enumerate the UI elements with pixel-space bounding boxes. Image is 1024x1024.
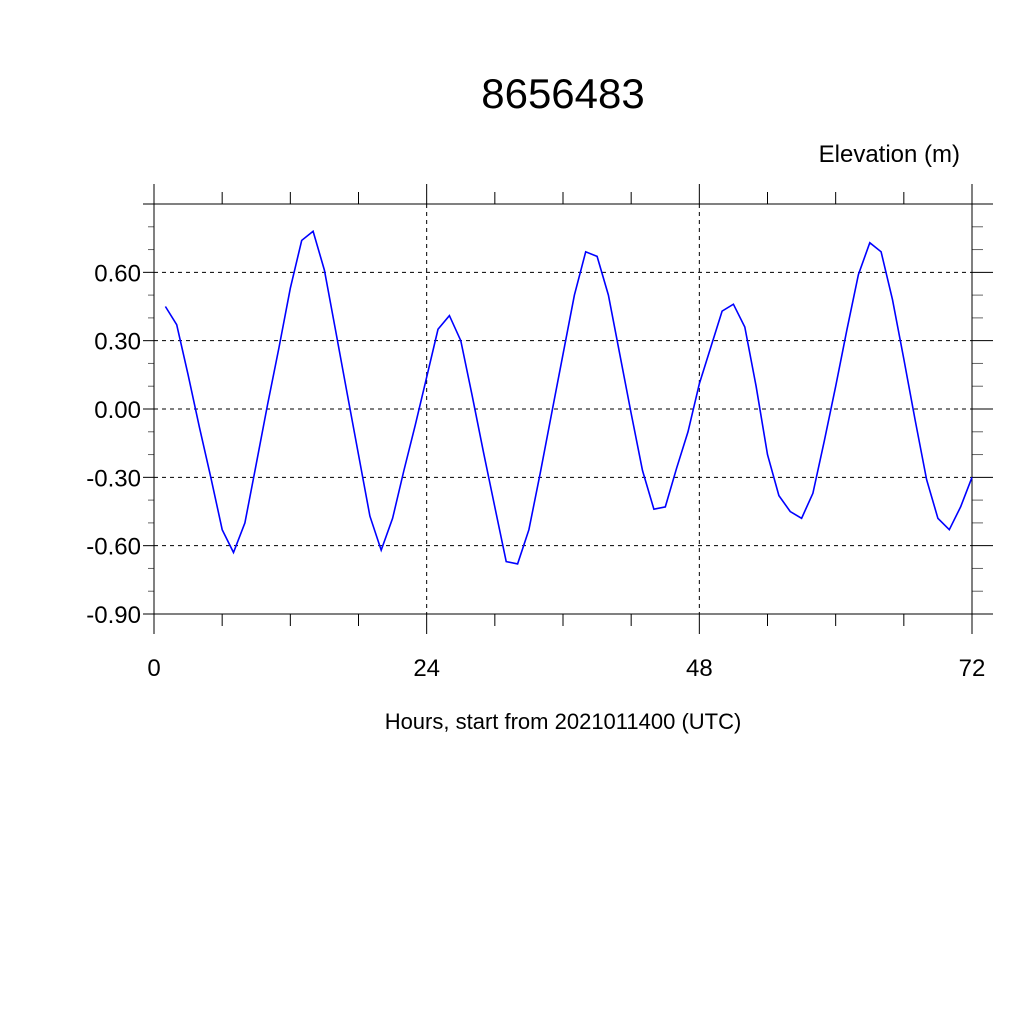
elevation-line <box>164 229 973 565</box>
x-tick-label: 48 <box>686 655 713 682</box>
axis-ticks <box>143 184 993 634</box>
tick-labels: 0 24 48 72 -0.90 -0.60 -0.30 0.00 0.30 0.60 <box>86 260 985 682</box>
y-tick-label: 0.30 <box>94 329 141 356</box>
x-tick-label: 24 <box>413 655 440 682</box>
y-tick-label: -0.30 <box>86 465 141 492</box>
y-tick-label: -0.60 <box>86 534 141 561</box>
series-layer <box>164 229 973 565</box>
y-tick-label: 0.60 <box>94 260 141 287</box>
chart-title: 8656483 <box>481 70 645 117</box>
chart-subtitle: Elevation (m) <box>819 141 960 168</box>
y-tick-label: 0.00 <box>94 397 141 424</box>
plot-frame <box>153 203 973 615</box>
x-tick-label: 72 <box>959 655 986 682</box>
x-tick-label: 0 <box>147 655 160 682</box>
gridlines <box>154 204 972 614</box>
plot-border <box>153 203 973 615</box>
x-axis-label: Hours, start from 2021011400 (UTC) <box>385 709 742 734</box>
y-tick-label: -0.90 <box>86 602 141 629</box>
